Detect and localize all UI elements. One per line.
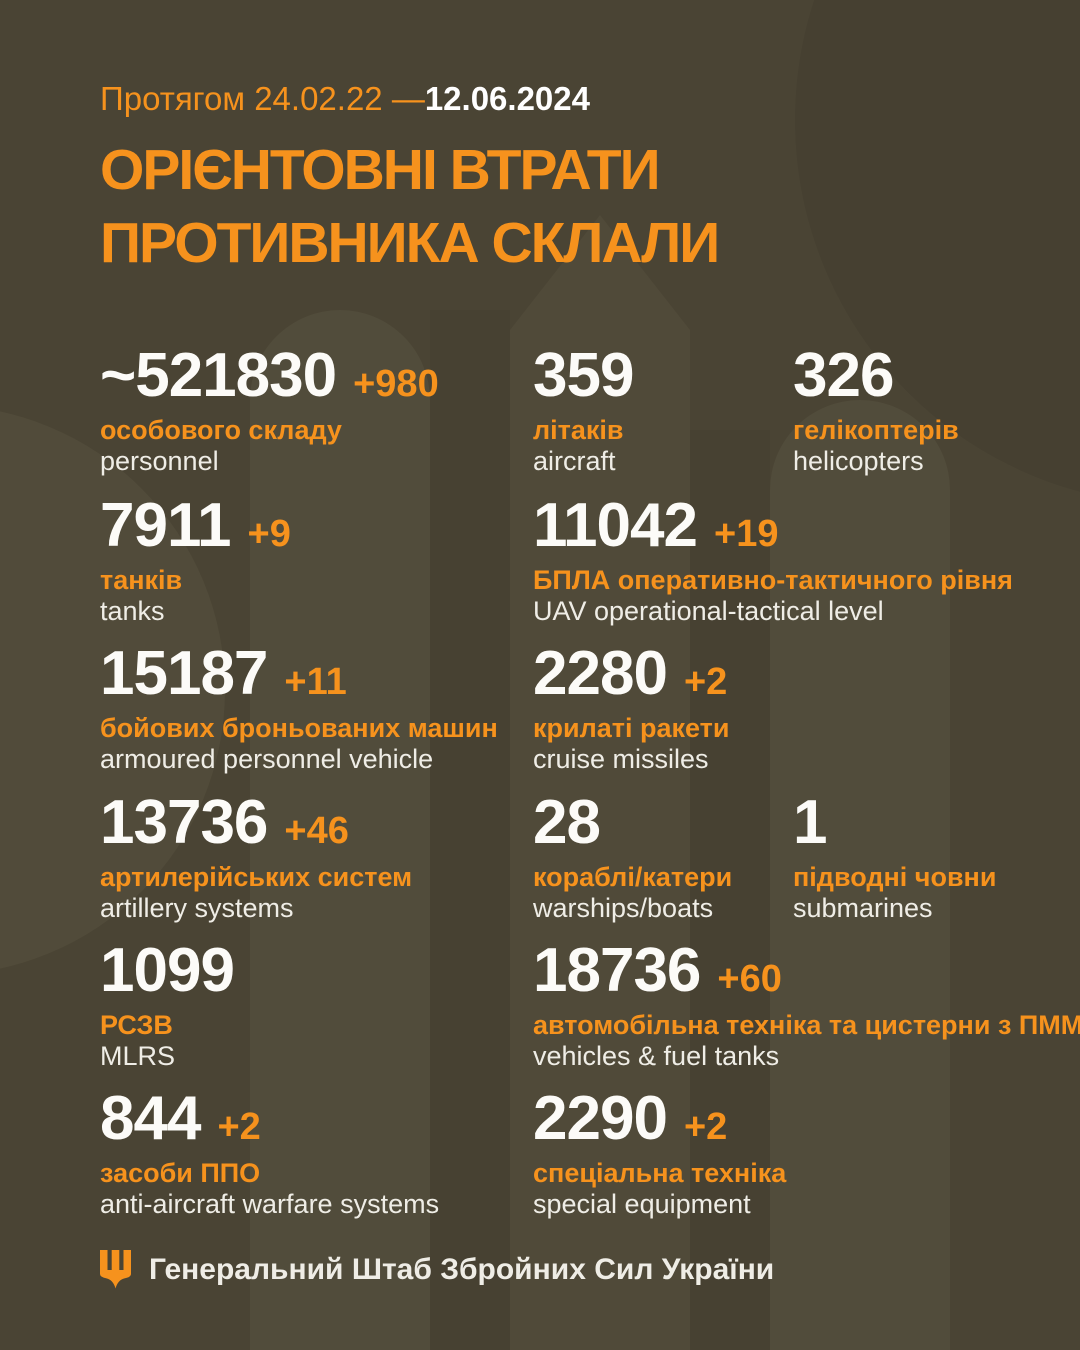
stat-value: 28: [533, 788, 601, 857]
stat-label-en: submarines: [793, 893, 933, 923]
stat-label-uk: гелікоптерів: [793, 415, 959, 445]
stat-delta: +2: [683, 661, 728, 703]
stat-label-en: artillery systems: [100, 893, 294, 923]
stat-aircraft: 359 літаків aircraft: [533, 345, 650, 477]
date-range-end: 12.06.2024: [424, 80, 590, 117]
stat-value: 359: [533, 341, 634, 410]
date-range: Протягом 24.02.22 —12.06.2024: [100, 80, 590, 118]
stat-armoured-vehicles: 15187 +11 бойових броньованих машин armou…: [100, 643, 498, 775]
stat-value: 2280: [533, 639, 668, 708]
stat-label-uk: крилаті ракети: [533, 713, 730, 743]
stat-value: 844: [100, 1084, 201, 1153]
stat-label-uk: БПЛА оперативно-тактичного рівня: [533, 565, 1013, 595]
stat-label-en: anti-aircraft warfare systems: [100, 1189, 440, 1219]
stat-tanks: 7911 +9 танків tanks: [100, 495, 291, 627]
stat-value: 13736: [100, 788, 268, 857]
page-title-line2: ПРОТИВНИКА СКЛАЛИ: [100, 211, 720, 275]
stat-label-uk: автомобільна техніка та цистерни з ПММ: [533, 1010, 1080, 1040]
stat-label-en: UAV operational-tactical level: [533, 596, 884, 626]
stat-label-en: personnel: [100, 446, 219, 476]
stat-anti-aircraft: 844 +2 засоби ППО anti-aircraft warfare s…: [100, 1088, 439, 1220]
footer: Генеральний Штаб Збройних Сил України: [100, 1250, 774, 1289]
stat-label-en: aircraft: [533, 446, 616, 476]
date-range-prefix: Протягом 24.02.22 —: [100, 80, 425, 117]
stat-value: 7911: [100, 491, 232, 560]
stat-label-uk: танків: [100, 565, 183, 595]
stat-label-en: tanks: [100, 596, 165, 626]
stat-label-uk: кораблі/катери: [533, 862, 733, 892]
stat-value: 1099: [100, 936, 235, 1005]
stat-delta: +11: [284, 661, 347, 703]
stat-label-en: vehicles & fuel tanks: [533, 1041, 780, 1071]
stat-artillery: 13736 +46 артилерійських систем artillery…: [100, 792, 412, 924]
stat-label-uk: літаків: [533, 415, 624, 445]
stat-label-uk: артилерійських систем: [100, 862, 413, 892]
stat-label-uk: особового складу: [100, 415, 342, 445]
trident-icon: [100, 1250, 131, 1289]
stat-value: 18736: [533, 936, 701, 1005]
stat-value: 1: [793, 788, 827, 857]
stat-label-uk: спеціальна техніка: [533, 1158, 787, 1188]
stat-value: 11042: [533, 491, 698, 560]
page-title: ОРІЄНТОВНІ ВТРАТИ ПРОТИВНИКА СКЛАЛИ: [100, 134, 720, 280]
stat-label-uk: бойових броньованих машин: [100, 713, 498, 743]
stat-label-en: special equipment: [533, 1189, 751, 1219]
stat-value: ~521830: [100, 341, 337, 410]
stat-delta: +980: [353, 363, 439, 405]
stat-delta: +2: [683, 1106, 728, 1148]
stat-special-equipment: 2290 +2 спеціальна техніка special equipm…: [533, 1088, 786, 1220]
footer-org-name: Генеральний Штаб Збройних Сил України: [149, 1252, 775, 1286]
stat-label-uk: підводні човни: [793, 862, 997, 892]
stat-cruise-missiles: 2280 +2 крилаті ракети cruise missiles: [533, 643, 730, 775]
page-title-line1: ОРІЄНТОВНІ ВТРАТИ: [100, 138, 661, 202]
stat-value: 326: [793, 341, 894, 410]
stat-helicopters: 326 гелікоптерів helicopters: [793, 345, 959, 477]
stat-label-en: cruise missiles: [533, 744, 709, 774]
stat-uav: 11042 +19 БПЛА оперативно-тактичного рівн…: [533, 495, 1013, 627]
stat-value: 2290: [533, 1084, 668, 1153]
stat-delta: +60: [717, 958, 782, 1000]
stat-mlrs: 1099 РСЗВ MLRS: [100, 940, 251, 1072]
stat-label-en: warships/boats: [533, 893, 714, 923]
stat-warships: 28 кораблі/катери warships/boats: [533, 792, 732, 924]
stat-vehicles-fuel: 18736 +60 автомобільна техніка та цистерн…: [533, 940, 1080, 1072]
stat-delta: +9: [247, 513, 291, 555]
stat-delta: +46: [284, 810, 349, 852]
stat-submarines: 1 підводні човни submarines: [793, 792, 996, 924]
stat-delta: +19: [714, 513, 779, 555]
stat-label-uk: засоби ППО: [100, 1158, 261, 1188]
stat-label-en: armoured personnel vehicle: [100, 744, 434, 774]
stat-personnel: ~521830 +980 особового складу personnel: [100, 345, 439, 477]
stat-label-en: MLRS: [100, 1041, 176, 1071]
stat-label-en: helicopters: [793, 446, 924, 476]
stat-label-uk: РСЗВ: [100, 1010, 173, 1040]
stat-delta: +2: [217, 1106, 261, 1148]
stat-value: 15187: [100, 639, 268, 708]
